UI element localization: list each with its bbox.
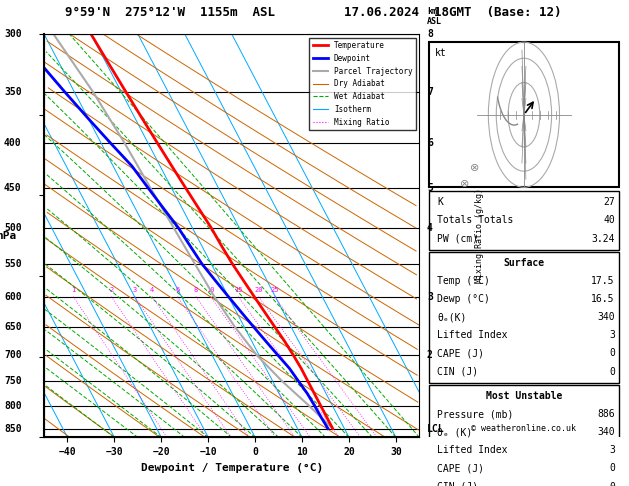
Text: kt: kt: [435, 48, 447, 58]
Text: 3: 3: [427, 292, 433, 302]
Text: 5: 5: [427, 183, 433, 192]
Text: Mixing Ratio (g/kg): Mixing Ratio (g/kg): [475, 188, 484, 283]
FancyBboxPatch shape: [429, 252, 619, 383]
Text: 3: 3: [609, 330, 615, 340]
Text: 6: 6: [427, 138, 433, 148]
Text: 850: 850: [4, 424, 21, 434]
Text: 2: 2: [427, 350, 433, 360]
Text: 500: 500: [4, 223, 21, 233]
Text: 7: 7: [427, 87, 433, 97]
Legend: Temperature, Dewpoint, Parcel Trajectory, Dry Adiabat, Wet Adiabat, Isotherm, Mi: Temperature, Dewpoint, Parcel Trajectory…: [309, 38, 416, 130]
Text: 340: 340: [597, 427, 615, 437]
Text: 600: 600: [4, 292, 21, 302]
Text: 40: 40: [603, 215, 615, 226]
Text: hPa: hPa: [0, 231, 16, 241]
Text: km
ASL: km ASL: [427, 6, 442, 26]
Text: 3: 3: [609, 445, 615, 455]
Text: 8: 8: [427, 29, 433, 39]
Text: Dewp (°C): Dewp (°C): [437, 294, 490, 304]
Text: 2: 2: [109, 287, 113, 293]
Text: 15: 15: [234, 287, 243, 293]
Text: 450: 450: [4, 183, 21, 192]
Text: $\otimes$: $\otimes$: [460, 178, 470, 189]
Text: 550: 550: [4, 259, 21, 269]
Text: K: K: [437, 197, 443, 207]
Text: Surface: Surface: [503, 258, 545, 268]
Text: 700: 700: [4, 350, 21, 360]
Text: © weatheronline.co.uk: © weatheronline.co.uk: [471, 424, 576, 434]
Text: 16.5: 16.5: [591, 294, 615, 304]
Text: 1: 1: [71, 287, 75, 293]
Text: CAPE (J): CAPE (J): [437, 464, 484, 473]
Text: Temp (°C): Temp (°C): [437, 276, 490, 286]
Text: Totals Totals: Totals Totals: [437, 215, 513, 226]
Text: 17.5: 17.5: [591, 276, 615, 286]
Text: CIN (J): CIN (J): [437, 482, 478, 486]
Text: CIN (J): CIN (J): [437, 366, 478, 377]
Text: θₑ (K): θₑ (K): [437, 427, 472, 437]
Text: $\otimes$: $\otimes$: [469, 162, 480, 173]
Text: LCL: LCL: [427, 424, 445, 434]
Text: 340: 340: [597, 312, 615, 322]
Text: 750: 750: [4, 376, 21, 386]
FancyBboxPatch shape: [429, 191, 619, 250]
Text: 10: 10: [206, 287, 215, 293]
Text: Pressure (mb): Pressure (mb): [437, 409, 513, 419]
Text: 650: 650: [4, 322, 21, 332]
Text: 886: 886: [597, 409, 615, 419]
Text: 0: 0: [609, 348, 615, 359]
X-axis label: Dewpoint / Temperature (°C): Dewpoint / Temperature (°C): [141, 463, 323, 473]
Text: 20: 20: [254, 287, 263, 293]
Text: 4: 4: [150, 287, 154, 293]
Text: 300: 300: [4, 29, 21, 39]
Text: 3.24: 3.24: [591, 234, 615, 243]
FancyBboxPatch shape: [429, 42, 619, 187]
Text: Lifted Index: Lifted Index: [437, 330, 508, 340]
Text: θₑ(K): θₑ(K): [437, 312, 466, 322]
Text: 25: 25: [270, 287, 279, 293]
Text: 0: 0: [609, 464, 615, 473]
Text: CAPE (J): CAPE (J): [437, 348, 484, 359]
Text: 350: 350: [4, 87, 21, 97]
Text: 4: 4: [427, 223, 433, 233]
Text: 27: 27: [603, 197, 615, 207]
Text: 17.06.2024  18GMT  (Base: 12): 17.06.2024 18GMT (Base: 12): [344, 6, 562, 19]
Text: 800: 800: [4, 400, 21, 411]
Text: 6: 6: [175, 287, 179, 293]
Text: 0: 0: [609, 366, 615, 377]
Text: 400: 400: [4, 138, 21, 148]
Text: 8: 8: [194, 287, 198, 293]
Text: Most Unstable: Most Unstable: [486, 391, 562, 401]
Text: 3: 3: [133, 287, 137, 293]
Text: 0: 0: [609, 482, 615, 486]
Text: 9°59'N  275°12'W  1155m  ASL: 9°59'N 275°12'W 1155m ASL: [65, 6, 275, 19]
Text: Lifted Index: Lifted Index: [437, 445, 508, 455]
Text: PW (cm): PW (cm): [437, 234, 478, 243]
FancyBboxPatch shape: [429, 385, 619, 486]
